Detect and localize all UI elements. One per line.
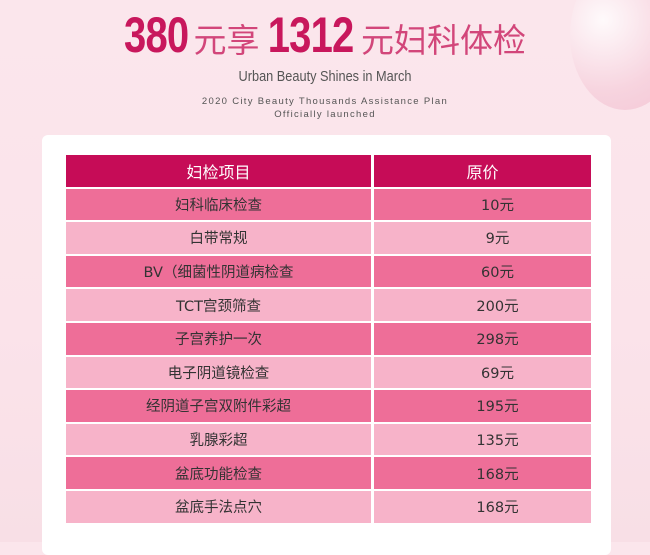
table-row: 子宫养护一次 298元 — [66, 322, 591, 357]
table-row: 白带常规 9元 — [66, 222, 591, 256]
header-item: 妇检项目 — [66, 155, 371, 187]
tagline: 2020 City Beauty Thousands Assistance Pl… — [0, 95, 650, 121]
price-cell: 9元 — [374, 222, 591, 254]
table-header: 妇检项目 原价 — [66, 155, 591, 189]
price-cell: 168元 — [374, 457, 591, 489]
table-row: 乳腺彩超 135元 — [66, 423, 591, 458]
price-text: 168元 — [476, 500, 519, 517]
tagline-line-1: 2020 City Beauty Thousands Assistance Pl… — [201, 96, 449, 107]
price-text: 200元 — [476, 298, 519, 315]
item-cell: 乳腺彩超 — [66, 423, 371, 456]
item-cell: TCT宫颈筛查 — [66, 289, 371, 321]
item-cell: 盆底手法点穴 — [66, 490, 371, 523]
price-1312: 1312 — [267, 7, 354, 63]
price-cell: 69元 — [374, 356, 591, 389]
price-text: 135元 — [476, 433, 519, 450]
price-text: 298元 — [476, 332, 519, 349]
tagline-line-2: Officially launched — [274, 109, 376, 120]
item-cell: 经阴道子宫双附件彩超 — [66, 390, 371, 422]
item-cell: 白带常规 — [66, 222, 371, 254]
subtitle: Urban Beauty Shines in March — [238, 68, 412, 85]
price-cell: 200元 — [374, 289, 591, 321]
price-380: 380 — [124, 7, 189, 63]
headline-text-1: 元享 — [193, 21, 260, 60]
price-text: 168元 — [476, 466, 519, 483]
table-row: TCT宫颈筛查 200元 — [66, 289, 591, 323]
price-text: 10元 — [481, 197, 514, 214]
price-table: 妇检项目 原价 妇科临床检查 10元白带常规 9元 BV（细菌性阴道病检查 60元 TCT… — [66, 155, 591, 525]
price-text: 60元 — [481, 265, 514, 282]
price-text: 9元 — [485, 231, 510, 248]
table-row: BV（细菌性阴道病检查 60元 — [66, 255, 591, 290]
price-cell: 168元 — [374, 490, 591, 523]
price-cell: 298元 — [374, 322, 591, 355]
headline-text-2: 元妇科体检 — [360, 21, 526, 60]
header-price: 原价 — [374, 155, 591, 187]
price-cell: 10元 — [374, 188, 591, 221]
item-cell: 妇科临床检查 — [66, 188, 371, 221]
item-cell: 盆底功能检查 — [66, 457, 371, 489]
price-cell: 195元 — [374, 390, 591, 422]
item-cell: 电子阴道镜检查 — [66, 356, 371, 389]
table-row: 经阴道子宫双附件彩超 195元 — [66, 390, 591, 424]
table-row: 盆底手法点穴 168元 — [66, 490, 591, 525]
price-text: 195元 — [476, 399, 519, 416]
item-cell: BV（细菌性阴道病检查 — [66, 255, 371, 288]
table-row: 盆底功能检查 168元 — [66, 457, 591, 491]
price-cell: 60元 — [374, 255, 591, 288]
item-cell: 子宫养护一次 — [66, 322, 371, 355]
price-cell: 135元 — [374, 423, 591, 456]
table-row: 妇科临床检查 10元 — [66, 188, 591, 223]
price-text: 69元 — [481, 365, 514, 382]
table-row: 电子阴道镜检查 69元 — [66, 356, 591, 391]
headline: 380 元享 1312 元妇科体检 — [0, 6, 650, 64]
